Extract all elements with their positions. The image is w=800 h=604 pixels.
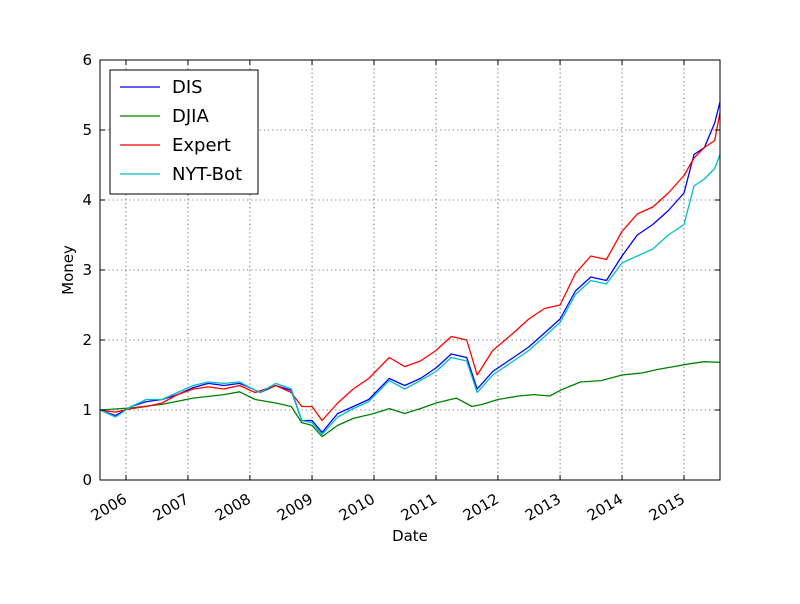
- x-tick-label: 2006: [88, 490, 130, 525]
- legend-label-djia: DJIA: [172, 106, 209, 127]
- series-line-nyt-bot: [99, 154, 721, 436]
- x-tick-label: 2012: [460, 490, 502, 525]
- series-line-djia: [99, 361, 721, 438]
- legend-frame: [109, 69, 259, 195]
- x-tick-label: 2007: [150, 490, 192, 525]
- x-tick-label: 2010: [336, 490, 378, 525]
- legend-label-nyt-bot: NYT-Bot: [172, 164, 242, 185]
- legend-label-expert: Expert: [172, 135, 231, 156]
- y-axis-label: Money: [59, 245, 77, 295]
- series-lines: [99, 101, 721, 438]
- y-tick-label: 5: [82, 121, 92, 139]
- x-tick-label: 2013: [522, 490, 564, 525]
- x-tick-label: 2011: [398, 490, 440, 525]
- y-tick-label: 4: [82, 191, 92, 209]
- y-tick-label: 2: [82, 331, 92, 349]
- legend: DIS DJIA Expert NYT-Bot: [109, 69, 259, 195]
- y-tick-label: 6: [82, 51, 92, 69]
- x-axis-label: Date: [392, 527, 428, 545]
- x-tick-label: 2008: [212, 490, 254, 525]
- x-tick-label: 2009: [274, 490, 316, 525]
- x-tick-label: 2014: [584, 490, 626, 525]
- legend-label-dis: DIS: [172, 77, 203, 98]
- y-tick-label: 0: [82, 471, 92, 489]
- y-tick-label: 3: [82, 261, 92, 279]
- y-tick-label: 1: [82, 401, 92, 419]
- x-tick-label: 2015: [646, 490, 688, 525]
- series-line-expert: [99, 112, 721, 422]
- series-line-dis: [99, 101, 721, 434]
